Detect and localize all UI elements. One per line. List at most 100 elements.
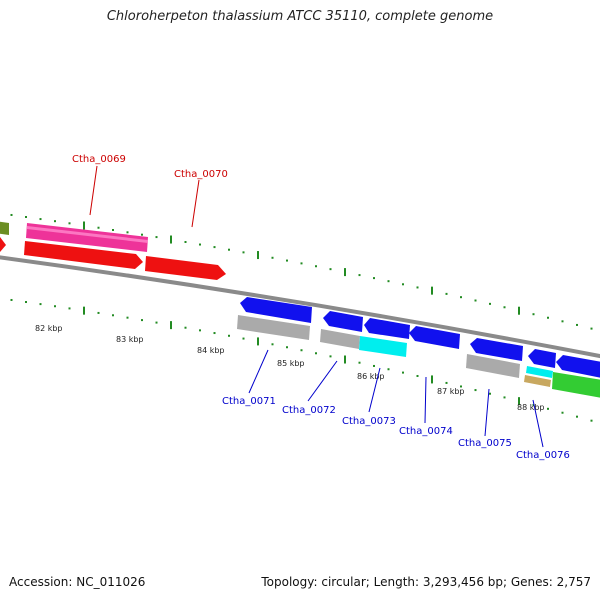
inner-minor-tick	[141, 319, 143, 322]
inner-minor-tick	[373, 364, 375, 367]
outer-major-tick	[83, 221, 85, 230]
gene-gray-ctha-0072[interactable]	[320, 329, 360, 349]
gene-blue-ctha-0076b[interactable]	[556, 355, 600, 378]
outer-major-tick	[518, 306, 520, 315]
outer-minor-tick	[54, 220, 56, 223]
gene-gray-ctha-0071[interactable]	[237, 315, 310, 340]
gene-red-ctha-0070[interactable]	[145, 256, 226, 280]
topology-text: Topology: circular; Length: 3,293,456 bp…	[261, 575, 591, 589]
gene-label-ctha-0072[interactable]: Ctha_0072	[282, 405, 336, 416]
inner-minor-tick	[547, 407, 549, 410]
inner-minor-tick	[329, 355, 332, 358]
inner-minor-tick	[271, 343, 274, 346]
inner-major-tick	[344, 355, 346, 364]
outer-major-tick	[344, 268, 346, 277]
inner-minor-tick	[54, 305, 56, 308]
gene-red-partial[interactable]	[0, 237, 6, 252]
outer-minor-tick	[547, 316, 549, 319]
outer-tick-track	[10, 213, 593, 330]
scale-label-88kbp: 88 kbp	[517, 403, 545, 412]
outer-minor-tick	[112, 229, 114, 232]
outer-major-tick	[431, 286, 433, 295]
inner-minor-tick	[590, 419, 593, 422]
gene-label-ctha-0074[interactable]: Ctha_0074	[399, 426, 453, 437]
inner-minor-tick	[242, 337, 245, 340]
outer-minor-tick	[184, 241, 187, 244]
inner-major-tick	[431, 375, 433, 384]
gene-label-ctha-0070[interactable]: Ctha_0070	[174, 169, 228, 180]
map-title: Chloroherpeton thalassium ATCC 35110, co…	[106, 9, 494, 24]
topology-value: Topology: circular; Length: 3,293,456 bp…	[261, 575, 591, 589]
inner-minor-tick	[387, 368, 390, 371]
inner-minor-tick	[576, 415, 578, 418]
inner-minor-tick	[213, 332, 216, 335]
outer-minor-tick	[561, 320, 564, 323]
inner-major-tick	[83, 306, 85, 315]
leader-ctha-0074	[424, 376, 427, 424]
outer-minor-tick	[489, 302, 491, 305]
gene-cyan-ctha-0073[interactable]	[359, 336, 407, 357]
leader-ctha-0076	[532, 399, 544, 448]
gene-blue-ctha-0074[interactable]	[409, 326, 460, 349]
outer-minor-tick	[300, 262, 303, 265]
scale-label-83kbp: 83 kbp	[116, 335, 144, 344]
inner-minor-tick	[503, 396, 506, 399]
outer-minor-tick	[402, 283, 404, 286]
outer-minor-tick	[460, 296, 462, 299]
inner-minor-tick	[10, 298, 13, 301]
outer-minor-tick	[97, 226, 100, 229]
outer-minor-tick	[199, 243, 201, 246]
outer-minor-tick	[25, 215, 27, 218]
inner-minor-tick	[184, 326, 187, 329]
gene-blue-ctha-0075[interactable]	[470, 338, 523, 361]
outer-minor-tick	[286, 259, 288, 262]
gene-tan-ctha-0076[interactable]	[524, 375, 551, 387]
outer-major-tick	[170, 235, 172, 244]
gene-olive-partial[interactable]	[0, 221, 9, 235]
accession-text: Accession: NC_011026	[9, 575, 146, 589]
scale-label-85kbp: 85 kbp	[277, 359, 305, 368]
scale-label-82kbp: 82 kbp	[35, 324, 63, 333]
top-gene-labels: Ctha_0069 Ctha_0070	[72, 154, 228, 228]
outer-minor-tick	[387, 280, 390, 283]
inner-minor-tick	[561, 411, 564, 414]
leader-ctha-0069	[89, 165, 98, 216]
gene-gray-ctha-0075[interactable]	[466, 354, 520, 378]
outer-minor-tick	[228, 248, 230, 251]
gene-blue-ctha-0072[interactable]	[323, 311, 363, 332]
leader-ctha-0073	[368, 367, 381, 413]
scale-labels: 82 kbp 83 kbp 84 kbp 85 kbp 86 kbp 87 kb…	[35, 324, 545, 412]
gene-red-ctha-0069[interactable]	[24, 241, 143, 269]
outer-minor-tick	[358, 274, 361, 277]
inner-minor-tick	[300, 349, 303, 352]
gene-label-ctha-0073[interactable]: Ctha_0073	[342, 416, 396, 427]
outer-minor-tick	[39, 218, 42, 221]
gene-label-ctha-0076[interactable]: Ctha_0076	[516, 450, 570, 461]
inner-major-tick	[170, 321, 172, 330]
gene-blue-ctha-0071[interactable]	[240, 297, 312, 323]
inner-minor-tick	[155, 321, 158, 324]
gene-pink-highlight	[27, 226, 148, 243]
outer-minor-tick	[242, 251, 245, 254]
leader-ctha-0070	[191, 179, 200, 228]
outer-minor-tick	[329, 268, 332, 271]
outer-minor-tick	[445, 292, 448, 295]
gene-blue-ctha-0073[interactable]	[364, 318, 410, 339]
gene-label-ctha-0071[interactable]: Ctha_0071	[222, 396, 276, 407]
bottom-strand-genes	[237, 297, 600, 398]
gene-blue-ctha-0076a[interactable]	[528, 349, 556, 368]
gene-green-ctha-0076[interactable]	[552, 372, 600, 398]
inner-minor-tick	[416, 374, 419, 377]
inner-minor-tick	[39, 303, 42, 306]
bottom-gene-labels: Ctha_0071 Ctha_0072 Ctha_0073 Ctha_0074 …	[222, 349, 570, 461]
gene-label-ctha-0075[interactable]: Ctha_0075	[458, 438, 512, 449]
outer-minor-tick	[315, 265, 317, 268]
leader-ctha-0075	[484, 388, 490, 437]
inner-minor-tick	[445, 381, 448, 384]
inner-minor-tick	[489, 392, 491, 395]
scale-label-86kbp: 86 kbp	[357, 372, 385, 381]
gene-cyan-ctha-0076[interactable]	[526, 366, 553, 378]
leader-ctha-0072	[307, 360, 338, 402]
gene-label-ctha-0069[interactable]: Ctha_0069	[72, 154, 126, 165]
